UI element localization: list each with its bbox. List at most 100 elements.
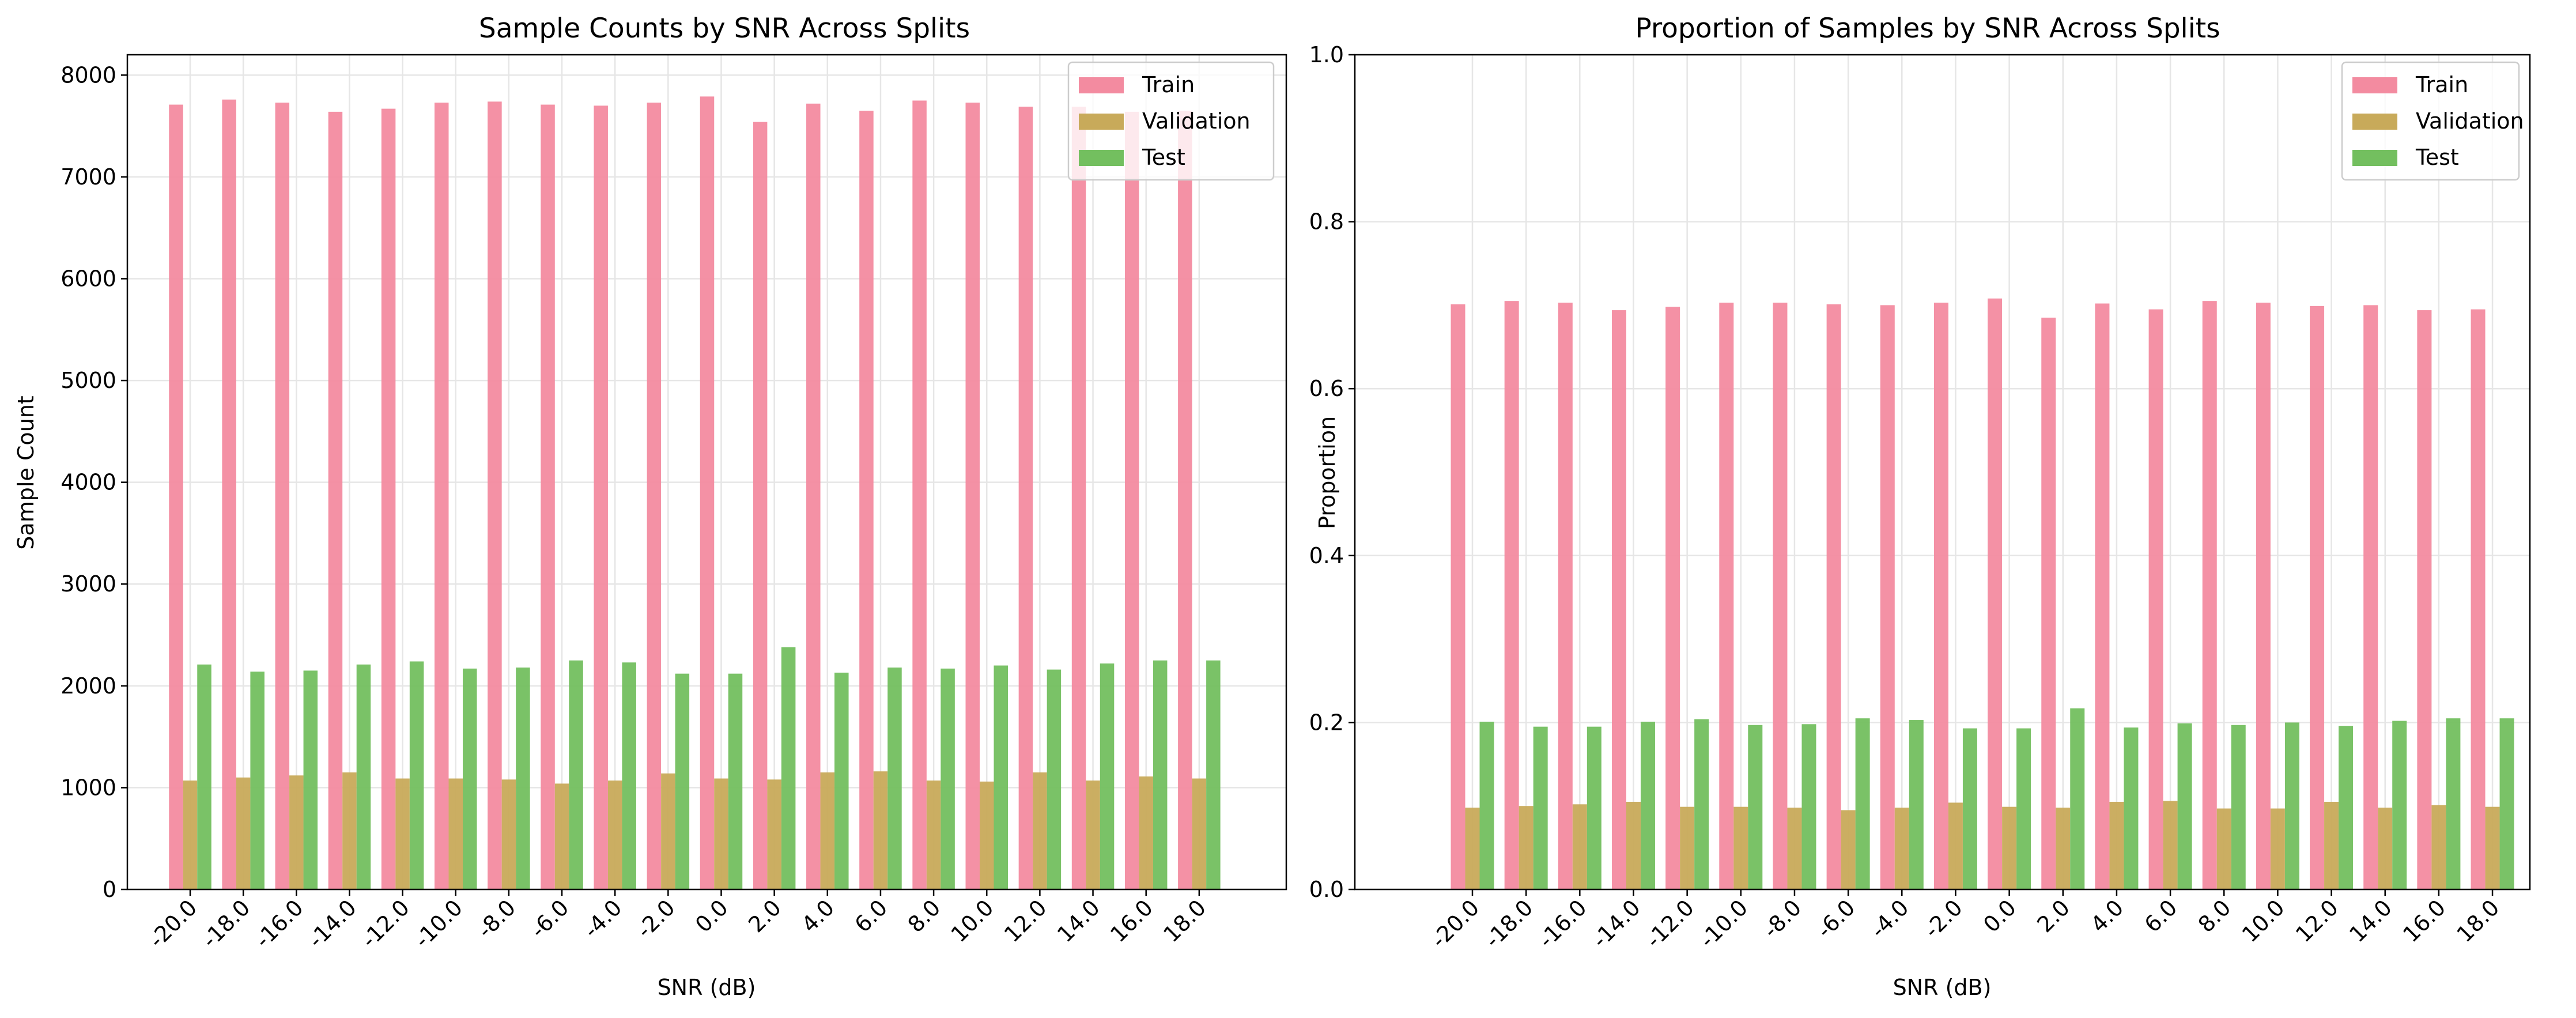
bar-validation xyxy=(2056,808,2071,889)
bar-validation xyxy=(820,772,835,889)
x-tick-label: -10.0 xyxy=(409,895,467,953)
x-tick-label: 18.0 xyxy=(2452,895,2504,947)
legend-swatch-train xyxy=(1079,77,1124,93)
legend-swatch-test xyxy=(2352,150,2397,166)
x-tick-label: 4.0 xyxy=(2086,895,2128,937)
bar-test xyxy=(516,668,530,889)
x-tick-label: -2.0 xyxy=(1919,895,1967,943)
bar-train xyxy=(435,102,449,889)
x-tick-label: 6.0 xyxy=(2140,895,2182,937)
chart-title: Sample Counts by SNR Across Splits xyxy=(479,13,970,44)
bar-train xyxy=(2417,310,2432,889)
bar-train xyxy=(2041,318,2056,889)
x-tick-label: -20.0 xyxy=(144,895,202,953)
bar-validation xyxy=(2002,806,2017,889)
bar-train xyxy=(488,101,502,890)
x-axis-label: SNR (dB) xyxy=(658,975,756,1000)
bar-validation xyxy=(1626,801,1641,889)
bar-train xyxy=(1719,303,1734,889)
bar-test xyxy=(2339,726,2354,889)
bar-test xyxy=(197,664,211,889)
bar-test xyxy=(1587,726,1601,889)
bar-test xyxy=(940,668,955,889)
bar-validation xyxy=(767,779,781,889)
bar-test xyxy=(2177,723,2192,889)
bar-test xyxy=(303,670,318,889)
bar-test xyxy=(250,672,265,889)
bar-train xyxy=(541,104,555,889)
y-tick-label: 0.0 xyxy=(1309,877,1344,902)
bar-validation xyxy=(183,781,198,889)
x-tick-label: 0.0 xyxy=(1978,895,2021,937)
bar-train xyxy=(700,96,715,889)
y-tick-label: 0 xyxy=(103,877,116,902)
legend-label-validation: Validation xyxy=(1142,108,1251,134)
proportion-panel: Proportion of Samples by SNR Across Spli… xyxy=(1309,13,2531,1000)
x-tick-label: -20.0 xyxy=(1426,895,1485,953)
x-tick-label: 8.0 xyxy=(2193,895,2236,937)
bar-validation xyxy=(1033,772,1047,889)
bar-validation xyxy=(926,781,941,889)
bar-train xyxy=(1178,111,1192,889)
bar-train xyxy=(169,104,183,889)
x-tick-label: 14.0 xyxy=(1052,895,1105,947)
y-axis-label: Proportion xyxy=(1315,416,1340,529)
legend: Train Validation Test xyxy=(2341,61,2524,181)
x-tick-label: -14.0 xyxy=(1587,895,1645,953)
bar-validation xyxy=(1894,808,1909,889)
x-tick-label: 2.0 xyxy=(743,895,786,937)
x-axis-label: SNR (dB) xyxy=(1893,975,1992,1000)
x-tick-label: 14.0 xyxy=(2344,895,2397,947)
bar-test xyxy=(622,662,636,889)
bar-test xyxy=(1801,724,1816,889)
x-tick-label: 2.0 xyxy=(2032,895,2075,937)
bar-validation xyxy=(1841,810,1856,889)
legend-swatch-test xyxy=(1079,150,1124,166)
y-tick-label: 0.4 xyxy=(1309,543,1344,568)
bar-test xyxy=(2124,727,2139,889)
bar-validation xyxy=(289,775,304,889)
bar-validation xyxy=(1572,804,1587,889)
bar-validation xyxy=(2163,801,2178,889)
y-tick-label: 8000 xyxy=(61,62,116,88)
y-tick-label: 4000 xyxy=(61,470,116,495)
bar-validation xyxy=(342,772,357,889)
bar-validation xyxy=(1139,776,1153,889)
y-tick-label: 6000 xyxy=(61,266,116,291)
y-tick-label: 1000 xyxy=(61,775,116,800)
bar-test xyxy=(1479,721,1494,889)
bar-test xyxy=(1100,663,1115,889)
x-tick-label: 10.0 xyxy=(946,895,999,947)
bar-test xyxy=(675,673,690,889)
legend-label-train: Train xyxy=(2415,72,2468,97)
x-tick-label: 10.0 xyxy=(2237,895,2290,947)
x-tick-label: -14.0 xyxy=(303,895,361,953)
bar-validation xyxy=(1787,808,1802,889)
plot-frame xyxy=(1354,54,2531,891)
sample-counts-panel: Sample Counts by SNR Across Splits 0 1000… xyxy=(13,13,1287,1000)
bar-train xyxy=(753,122,768,889)
y-tick-label: 3000 xyxy=(61,571,116,597)
bar-validation xyxy=(980,781,994,889)
bar-train xyxy=(1773,303,1788,889)
bar-train xyxy=(1504,301,1519,889)
x-tick-label: -18.0 xyxy=(1480,895,1538,953)
bar-validation xyxy=(2485,806,2500,889)
bar-test xyxy=(1909,720,1924,889)
bar-validation xyxy=(714,778,728,889)
bar-test xyxy=(1962,728,1977,889)
bar-train xyxy=(381,108,396,890)
bar-train xyxy=(859,111,874,889)
x-tick-label: -16.0 xyxy=(250,895,308,953)
x-tick-label: -16.0 xyxy=(1533,895,1592,953)
bar-validation xyxy=(395,778,410,889)
x-tick-label: -6.0 xyxy=(526,895,574,943)
legend-swatch-train xyxy=(2352,77,2397,93)
bar-train xyxy=(1880,305,1895,889)
x-tick-label: -6.0 xyxy=(1812,895,1860,943)
bar-test xyxy=(2016,728,2031,889)
bar-test xyxy=(463,668,477,889)
bar-test xyxy=(1206,660,1221,889)
bar-train xyxy=(2095,303,2110,889)
bar-train xyxy=(1124,111,1139,889)
